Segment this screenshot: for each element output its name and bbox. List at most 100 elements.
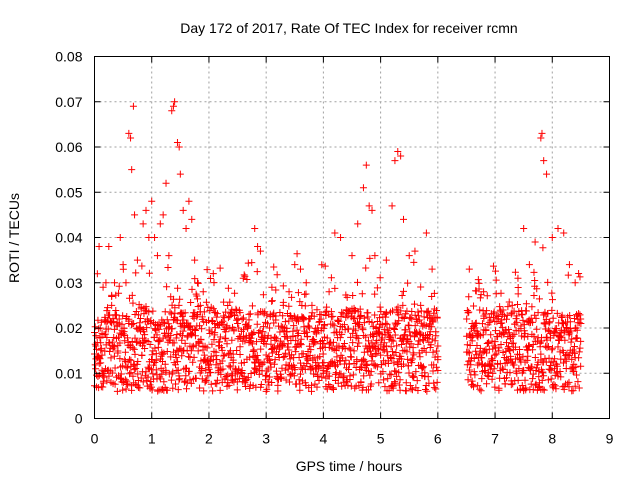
data-point [408,355,416,363]
data-point [163,283,171,291]
data-point [285,302,293,310]
data-point [146,340,154,348]
data-point [479,331,487,339]
data-point [191,256,199,264]
data-point [411,247,419,255]
data-point [364,313,372,321]
data-point [268,297,276,305]
data-point [232,305,240,313]
data-point [213,380,221,388]
data-point [314,365,322,373]
data-point [364,386,372,394]
data-point [240,271,248,279]
data-point [576,311,584,319]
data-point [523,356,531,364]
data-point [354,334,362,342]
data-point [313,383,321,391]
data-point [203,344,211,352]
data-point [397,307,405,315]
data-point [466,342,474,350]
data-point [271,333,279,341]
data-point [334,316,342,324]
data-point [133,256,141,264]
data-point [160,349,168,357]
data-point [220,352,228,360]
data-point [158,370,166,378]
data-point [493,312,501,320]
data-point [321,262,329,270]
data-point [163,386,171,394]
data-point [198,313,206,321]
data-point [291,366,299,374]
data-point [251,224,259,232]
data-point [548,346,556,354]
data-point [407,385,415,393]
data-point [498,364,506,372]
data-point [495,386,503,394]
data-point [228,306,236,314]
data-point [314,373,322,381]
data-point [154,337,162,345]
data-point [473,342,481,350]
data-point [141,337,149,345]
data-point [490,365,498,373]
data-point [537,350,545,358]
data-point [225,381,233,389]
data-point [430,379,438,387]
data-point [207,274,215,282]
data-point [403,348,411,356]
data-point [174,386,182,394]
data-point [300,323,308,331]
data-point [173,138,181,146]
data-point [122,385,130,393]
data-point [485,338,493,346]
data-point [121,376,129,384]
data-point [95,325,103,333]
data-point [529,370,537,378]
data-point [395,368,403,376]
data-point [92,332,100,340]
data-point [540,372,548,380]
data-point [261,372,269,380]
data-point [221,335,229,343]
data-point [182,224,190,232]
data-point [191,275,199,283]
data-point [576,273,584,281]
data-point [253,268,261,276]
data-point [218,357,226,365]
data-point [242,382,250,390]
data-point [230,326,238,334]
data-point [172,334,180,342]
data-point [261,308,269,316]
data-point [562,323,570,331]
data-point [196,384,204,392]
data-point [253,320,261,328]
data-point [312,359,320,367]
data-point [196,301,204,309]
data-point [323,368,331,376]
data-point [185,197,193,205]
data-point [310,337,318,345]
data-point [418,364,426,372]
data-point [257,333,265,341]
data-point [431,337,439,345]
data-point [279,312,287,320]
x-tick-label: 3 [262,431,270,447]
data-point [544,278,552,286]
data-point [573,326,581,334]
data-point [571,382,579,390]
data-point [397,355,405,363]
data-point [528,303,536,311]
data-point [303,333,311,341]
data-point [368,318,376,326]
data-point [97,339,105,347]
data-point [362,264,370,272]
data-point [389,348,397,356]
data-point [176,375,184,383]
data-point [134,311,142,319]
data-point [220,312,228,320]
data-point [428,265,436,273]
data-point [420,344,428,352]
data-point [463,315,471,323]
data-point [101,330,109,338]
